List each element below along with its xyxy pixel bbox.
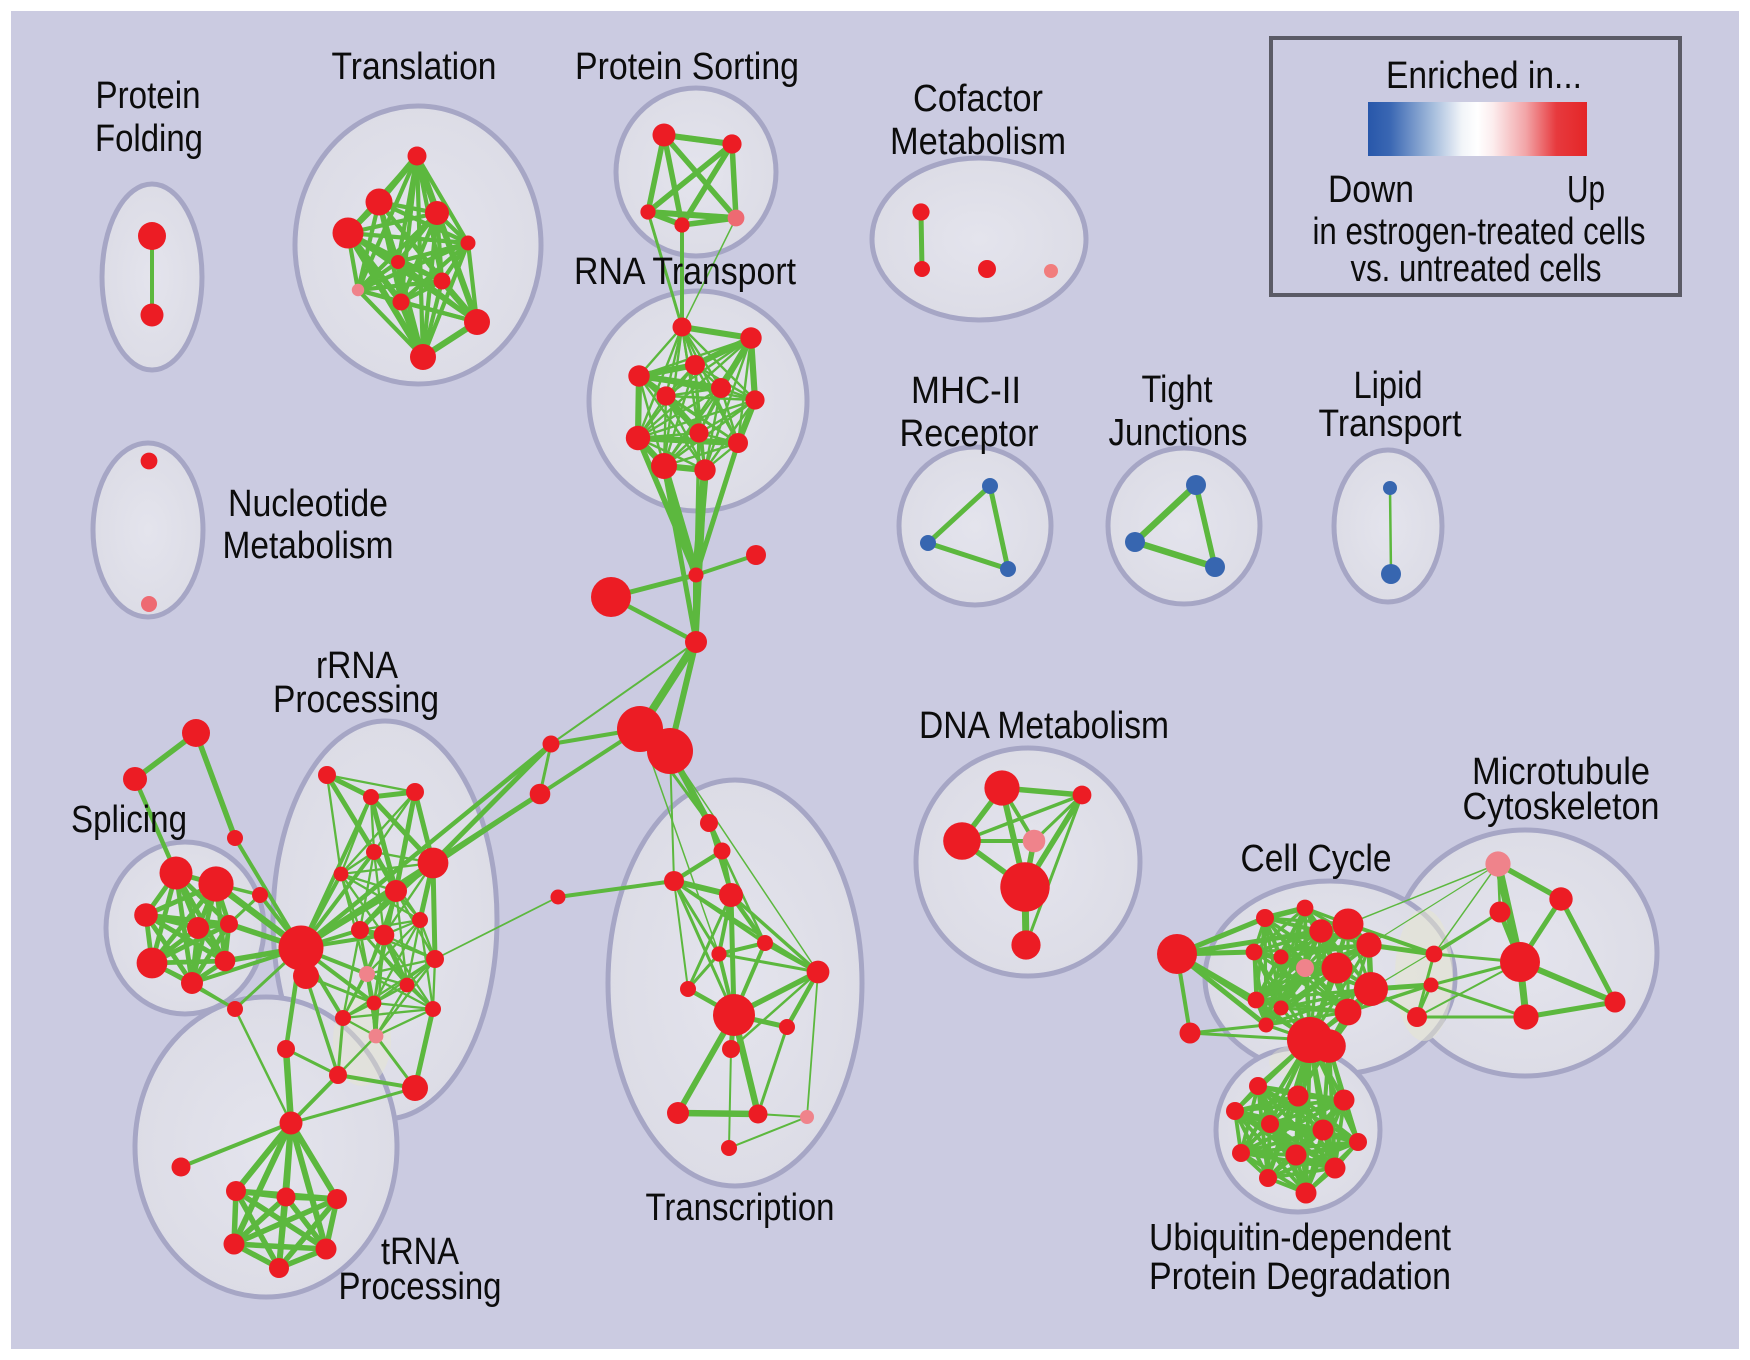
svg-text:Transport: Transport: [1319, 403, 1462, 445]
svg-text:Down: Down: [1328, 169, 1414, 211]
svg-text:Protein: Protein: [96, 75, 201, 117]
svg-text:Transcription: Transcription: [646, 1187, 835, 1229]
svg-text:Lipid: Lipid: [1354, 365, 1423, 407]
svg-text:Processing: Processing: [273, 679, 439, 721]
svg-text:Microtubule: Microtubule: [1472, 751, 1650, 793]
svg-text:Splicing: Splicing: [71, 799, 187, 841]
svg-text:Receptor: Receptor: [900, 413, 1039, 455]
svg-text:Metabolism: Metabolism: [223, 525, 394, 567]
svg-text:Cytoskeleton: Cytoskeleton: [1463, 786, 1660, 828]
svg-text:RNA Transport: RNA Transport: [574, 251, 796, 293]
svg-text:Cofactor: Cofactor: [913, 78, 1043, 120]
svg-text:Enriched in...: Enriched in...: [1386, 55, 1582, 97]
svg-text:Protein Sorting: Protein Sorting: [575, 46, 799, 88]
svg-text:tRNA: tRNA: [381, 1231, 460, 1273]
svg-text:Folding: Folding: [95, 118, 203, 160]
svg-text:Metabolism: Metabolism: [890, 121, 1066, 163]
svg-text:Junctions: Junctions: [1109, 412, 1248, 454]
svg-text:MHC-II: MHC-II: [911, 370, 1021, 412]
svg-text:Ubiquitin-dependent: Ubiquitin-dependent: [1149, 1217, 1451, 1259]
svg-text:Tight: Tight: [1142, 369, 1213, 411]
svg-text:Protein Degradation: Protein Degradation: [1149, 1256, 1451, 1298]
svg-text:Cell Cycle: Cell Cycle: [1241, 838, 1392, 880]
svg-text:Processing: Processing: [339, 1266, 502, 1308]
svg-text:rRNA: rRNA: [316, 645, 399, 687]
svg-text:Up: Up: [1567, 169, 1605, 211]
svg-text:Translation: Translation: [332, 46, 497, 88]
svg-text:in estrogen-treated cells: in estrogen-treated cells: [1313, 211, 1646, 253]
svg-text:Nucleotide: Nucleotide: [228, 483, 388, 525]
svg-text:vs. untreated cells: vs. untreated cells: [1351, 248, 1602, 290]
svg-text:DNA Metabolism: DNA Metabolism: [919, 705, 1169, 747]
